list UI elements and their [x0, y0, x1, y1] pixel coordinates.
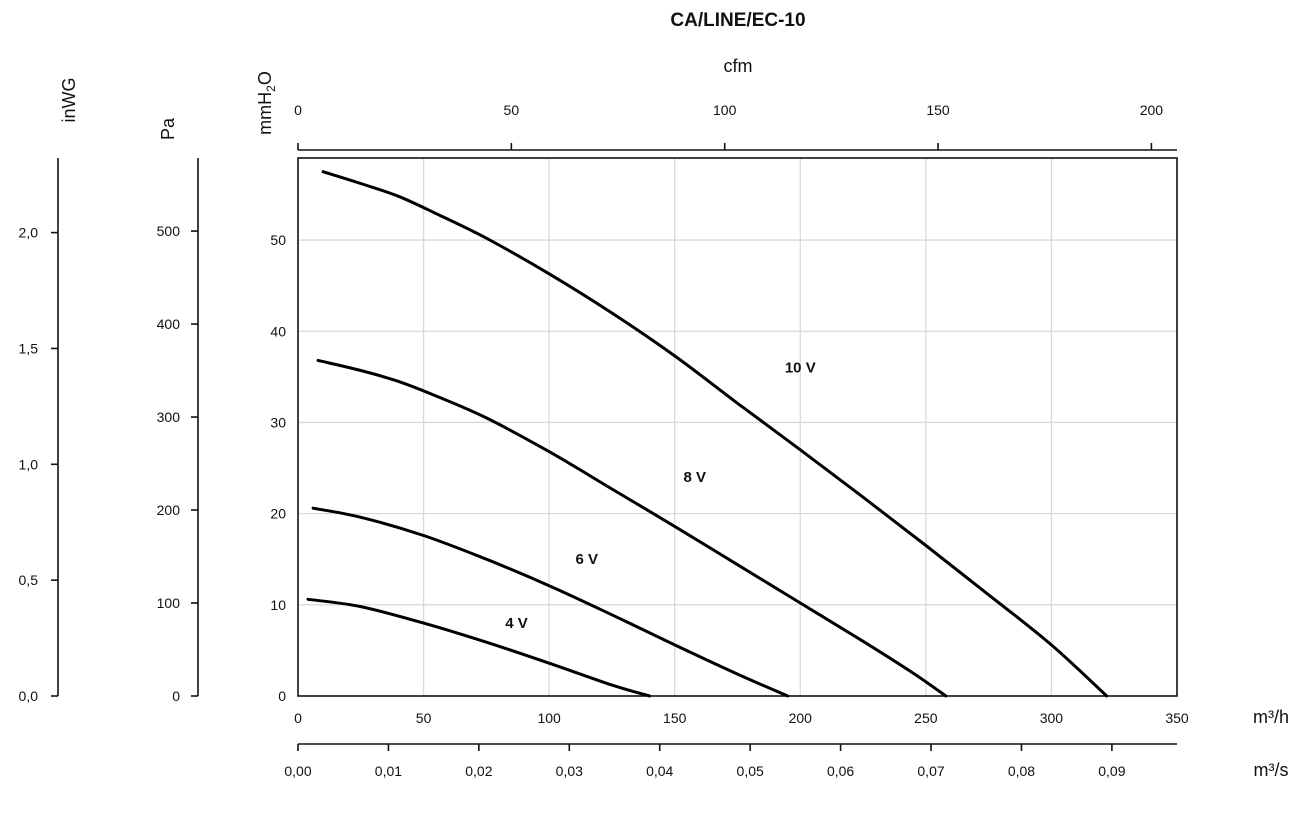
y-tick-label-pa: 300: [157, 409, 181, 425]
y-tick-label-inwg: 1,0: [19, 456, 39, 472]
y-axis-unit-inwg: inWG: [59, 78, 79, 123]
y-tick-label-mmh2o: 10: [270, 597, 286, 613]
x-tick-label-m3h: 50: [416, 710, 432, 726]
y-tick-label-mmh2o: 20: [270, 506, 286, 522]
y-tick-label-pa: 0: [172, 688, 180, 704]
curve-label-4v: 4 V: [505, 615, 528, 632]
x-tick-label-m3s: 0,05: [737, 763, 764, 779]
y-tick-label-pa: 400: [157, 316, 181, 332]
y-tick-label-inwg: 1,5: [19, 340, 39, 356]
x-tick-label-m3s: 0,01: [375, 763, 402, 779]
y-tick-label-pa: 100: [157, 595, 181, 611]
y-tick-label-pa: 200: [157, 502, 181, 518]
x-tick-label-m3s: 0,00: [284, 763, 311, 779]
x-axis-unit-m3h: m³/h: [1253, 707, 1289, 727]
x-tick-label-m3s: 0,04: [646, 763, 673, 779]
x-tick-label-cfm: 100: [713, 102, 737, 118]
y-tick-label-mmh2o: 30: [270, 414, 286, 430]
y-tick-label-inwg: 0,0: [19, 688, 39, 704]
x-tick-label-m3s: 0,09: [1098, 763, 1125, 779]
x-tick-label-m3h: 100: [537, 710, 561, 726]
curve-label-10v: 10 V: [785, 360, 816, 377]
y-tick-label-mmh2o: 0: [278, 688, 286, 704]
x-tick-label-m3h: 150: [663, 710, 687, 726]
y-tick-label-inwg: 0,5: [19, 572, 39, 588]
y-axis-unit-mmh2o: mmH2O: [255, 71, 278, 135]
x-tick-label-m3s: 0,03: [556, 763, 583, 779]
y-axis-unit-pa: Pa: [158, 117, 178, 140]
x-tick-label-m3s: 0,02: [465, 763, 492, 779]
y-tick-label-mmh2o: 50: [270, 232, 286, 248]
x-tick-label-m3s: 0,06: [827, 763, 854, 779]
x-tick-label-m3h: 350: [1165, 710, 1189, 726]
x-tick-label-cfm: 0: [294, 102, 302, 118]
curve-label-6v: 6 V: [576, 551, 599, 568]
x-tick-label-m3s: 0,08: [1008, 763, 1035, 779]
x-axis-unit-m3s: m³/s: [1254, 760, 1289, 780]
x-tick-label-m3s: 0,07: [917, 763, 944, 779]
x-tick-label-m3h: 0: [294, 710, 302, 726]
y-tick-label-mmh2o: 40: [270, 323, 286, 339]
y-tick-label-pa: 500: [157, 223, 181, 239]
plot-frame: [297, 157, 1178, 697]
curve-8v: [316, 358, 948, 698]
x-tick-label-cfm: 150: [926, 102, 950, 118]
y-tick-label-inwg: 2,0: [19, 225, 39, 241]
x-tick-label-cfm: 50: [504, 102, 520, 118]
curve-label-8v: 8 V: [684, 469, 707, 486]
x-tick-label-m3h: 250: [914, 710, 938, 726]
chart-title: CA/LINE/EC-10: [670, 10, 805, 31]
x-axis-unit-cfm: cfm: [724, 56, 753, 76]
curve-4v: [306, 597, 652, 698]
x-tick-label-m3h: 300: [1040, 710, 1064, 726]
curve-10v: [321, 170, 1109, 698]
curve-6v: [311, 506, 790, 698]
x-tick-label-m3h: 200: [789, 710, 813, 726]
curves: 10 V 8 V 6 V 4 V: [306, 170, 1109, 698]
x-tick-label-cfm: 200: [1140, 102, 1164, 118]
grid: [298, 158, 1177, 696]
